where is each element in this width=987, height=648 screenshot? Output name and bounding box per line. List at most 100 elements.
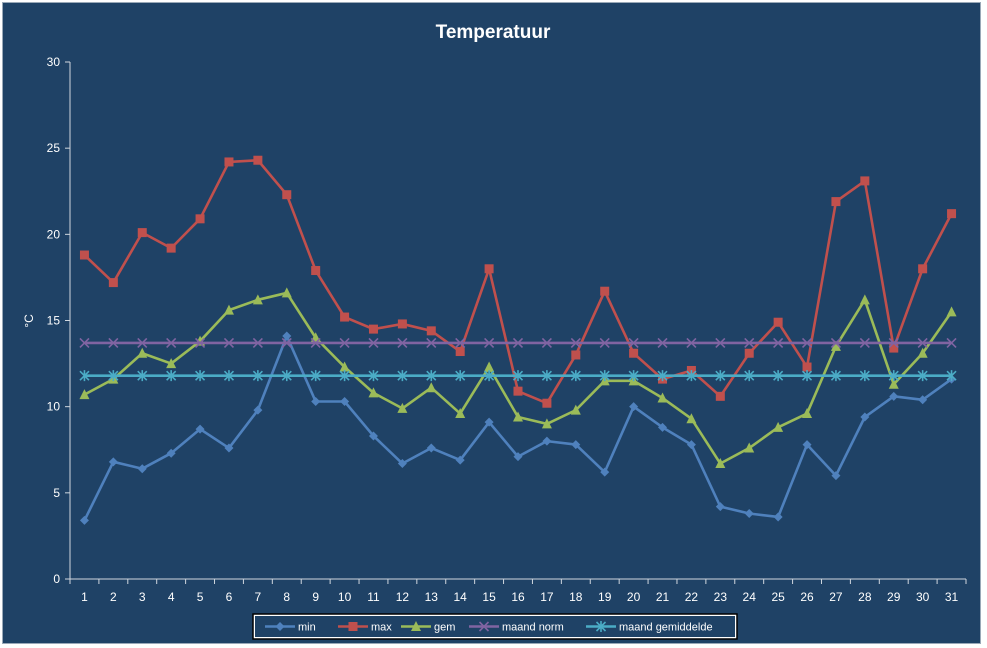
data-point [860, 412, 870, 422]
data-point [859, 294, 870, 305]
data-point [397, 402, 408, 413]
data-point [79, 250, 89, 260]
data-point [137, 464, 147, 474]
data-point [455, 408, 466, 419]
data-point [339, 370, 350, 382]
data-point [512, 370, 524, 382]
data-point [426, 443, 436, 453]
data-point [368, 324, 378, 334]
series-line [83, 158, 953, 405]
data-point [79, 337, 90, 348]
data-point [629, 348, 639, 358]
legend-entry: maand norm [469, 621, 564, 634]
data-point [801, 370, 813, 382]
x-tick-label: 18 [569, 590, 583, 604]
data-point [831, 471, 841, 481]
y-tick-label: 20 [47, 227, 61, 241]
data-point [311, 266, 321, 276]
data-point [947, 209, 957, 219]
y-tick-label: 30 [47, 55, 61, 69]
x-tick-label: 24 [743, 590, 757, 604]
x-tick-label: 31 [945, 590, 959, 604]
x-tick-label: 10 [338, 590, 352, 604]
data-point [773, 512, 783, 522]
data-point [600, 467, 610, 477]
data-point [744, 348, 754, 358]
data-point [715, 370, 726, 382]
data-point [311, 396, 321, 406]
data-point [426, 337, 437, 348]
data-point [79, 370, 90, 382]
data-point [830, 337, 842, 348]
legend-marker [478, 621, 490, 632]
x-tick-label: 9 [312, 590, 319, 604]
x-tick-label: 7 [255, 590, 262, 604]
x-tick-label: 27 [829, 590, 843, 604]
data-point [744, 370, 755, 382]
data-point [859, 370, 870, 382]
data-point [628, 337, 639, 348]
legend-label: max [371, 622, 392, 634]
y-tick-label: 25 [47, 141, 61, 155]
data-point [918, 264, 928, 274]
x-tick-label: 25 [771, 590, 785, 604]
x-tick-label: 8 [283, 590, 290, 604]
series-max [79, 155, 957, 408]
data-point [917, 337, 928, 348]
x-tick-label: 13 [425, 590, 439, 604]
data-point [802, 440, 812, 450]
data-point [600, 286, 610, 296]
data-point [397, 337, 408, 348]
data-point [773, 370, 784, 382]
y-tick-label: 0 [53, 572, 60, 586]
data-point [917, 347, 928, 358]
data-point [744, 337, 755, 348]
data-point [108, 457, 118, 467]
x-tick-label: 21 [656, 590, 670, 604]
data-point [484, 361, 495, 372]
legend-label: min [298, 622, 316, 634]
data-point [368, 337, 379, 348]
data-point [686, 370, 697, 382]
data-point [715, 337, 726, 348]
data-point [223, 337, 235, 348]
data-point [252, 337, 263, 348]
series-min [79, 331, 957, 525]
data-point [281, 337, 292, 348]
data-point [773, 337, 784, 348]
x-tick-label: 14 [454, 590, 468, 604]
legend: min max gem maand norm maand gemiddelde [252, 613, 738, 640]
data-point [686, 337, 697, 348]
data-point [599, 370, 610, 382]
data-point [946, 306, 957, 317]
data-point [888, 378, 899, 389]
x-tick-label: 16 [511, 590, 525, 604]
x-tick-label: 22 [685, 590, 699, 604]
data-point [571, 350, 581, 360]
data-point [860, 176, 870, 186]
data-point [831, 197, 841, 207]
x-tick-label: 30 [916, 590, 930, 604]
data-point [571, 440, 581, 450]
x-tick-label: 29 [887, 590, 901, 604]
data-point [455, 455, 465, 465]
x-tick-label: 1 [81, 590, 88, 604]
data-point [715, 458, 726, 469]
data-point [108, 278, 118, 288]
data-point [252, 370, 263, 382]
x-tick-label: 28 [858, 590, 872, 604]
data-point [889, 343, 899, 353]
data-point [455, 337, 466, 348]
data-point [368, 370, 379, 382]
x-tick-label: 3 [139, 590, 146, 604]
data-point [918, 395, 928, 405]
legend-marker [275, 622, 285, 631]
legend-entry: min [265, 622, 316, 634]
data-point [715, 502, 725, 512]
data-point [570, 337, 581, 348]
data-point [455, 370, 466, 382]
data-point [657, 370, 668, 382]
data-point [282, 331, 292, 341]
data-point [340, 396, 350, 406]
